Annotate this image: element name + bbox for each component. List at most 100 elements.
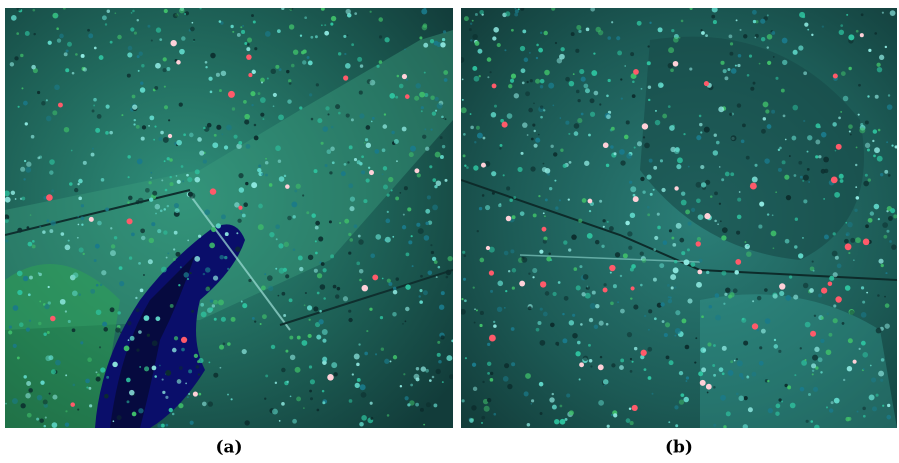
speckle: [73, 272, 79, 278]
speckle: [37, 156, 40, 159]
speckle: [93, 105, 95, 107]
speckle: [138, 330, 142, 334]
speckle: [437, 353, 441, 357]
speckle: [552, 104, 554, 106]
speckle: [464, 16, 469, 21]
speckle: [285, 350, 288, 353]
speckle: [356, 262, 360, 266]
speckle: [252, 70, 256, 74]
target-point: [853, 360, 857, 364]
speckle: [154, 375, 157, 378]
speckle: [528, 273, 530, 275]
speckle: [251, 182, 257, 188]
speckle: [722, 372, 725, 375]
speckle: [302, 340, 308, 346]
speckle: [124, 346, 130, 352]
speckle: [209, 242, 215, 248]
speckle: [278, 295, 280, 297]
speckle: [247, 43, 250, 46]
speckle: [223, 342, 226, 345]
speckle: [588, 134, 591, 137]
target-point: [502, 122, 508, 128]
speckle: [550, 259, 552, 261]
speckle: [440, 136, 443, 139]
speckle: [241, 30, 245, 34]
speckle: [483, 137, 486, 140]
speckle: [560, 405, 563, 408]
target-point: [414, 168, 419, 173]
speckle: [470, 23, 472, 25]
speckle: [543, 240, 547, 244]
speckle: [117, 311, 120, 314]
speckle: [308, 61, 313, 66]
speckle: [139, 366, 141, 368]
speckle: [357, 378, 361, 382]
speckle: [348, 318, 352, 322]
target-point: [598, 364, 604, 370]
speckle: [295, 367, 301, 373]
speckle: [874, 32, 877, 35]
speckle: [670, 68, 674, 72]
speckle: [867, 149, 870, 152]
speckle: [59, 34, 64, 39]
speckle: [779, 291, 784, 296]
speckle: [178, 284, 180, 286]
speckle: [162, 379, 164, 381]
speckle: [813, 270, 815, 272]
speckle: [227, 394, 229, 396]
speckle: [566, 394, 570, 398]
speckle: [895, 145, 898, 148]
target-point: [285, 184, 290, 189]
speckle: [733, 288, 738, 293]
speckle: [426, 402, 431, 407]
speckle: [317, 409, 320, 412]
speckle: [724, 76, 728, 80]
speckle: [232, 31, 234, 33]
speckle: [648, 86, 651, 89]
speckle: [127, 155, 130, 158]
speckle: [434, 41, 439, 46]
speckle: [150, 177, 152, 179]
speckle: [847, 222, 853, 228]
speckle: [629, 181, 632, 184]
speckle: [305, 292, 307, 294]
speckle: [550, 145, 553, 148]
speckle: [361, 170, 365, 174]
speckle: [104, 394, 109, 399]
speckle: [137, 55, 140, 58]
speckle: [524, 391, 529, 396]
speckle: [549, 187, 552, 190]
speckle: [379, 35, 382, 38]
speckle: [94, 259, 97, 262]
speckle: [240, 211, 242, 213]
speckle: [246, 144, 251, 149]
speckle: [400, 385, 402, 387]
speckle: [356, 363, 360, 367]
speckle: [105, 23, 107, 25]
speckle: [190, 421, 194, 425]
speckle: [880, 173, 883, 176]
speckle: [853, 259, 855, 261]
speckle: [131, 12, 133, 14]
speckle: [419, 92, 425, 98]
target-point: [633, 196, 639, 202]
speckle: [855, 186, 857, 188]
speckle: [730, 172, 734, 176]
speckle: [38, 322, 41, 325]
speckle: [20, 167, 25, 172]
speckle: [96, 284, 99, 287]
speckle: [613, 284, 617, 288]
speckle: [447, 256, 452, 261]
speckle: [136, 125, 140, 129]
target-point: [176, 60, 181, 65]
target-point: [836, 144, 842, 150]
speckle: [290, 355, 295, 360]
speckle: [746, 251, 752, 257]
speckle: [409, 152, 414, 157]
speckle: [364, 142, 366, 144]
speckle: [49, 159, 55, 165]
speckle: [838, 117, 841, 120]
speckle: [761, 129, 766, 134]
speckle: [778, 168, 782, 172]
target-point: [58, 103, 63, 108]
